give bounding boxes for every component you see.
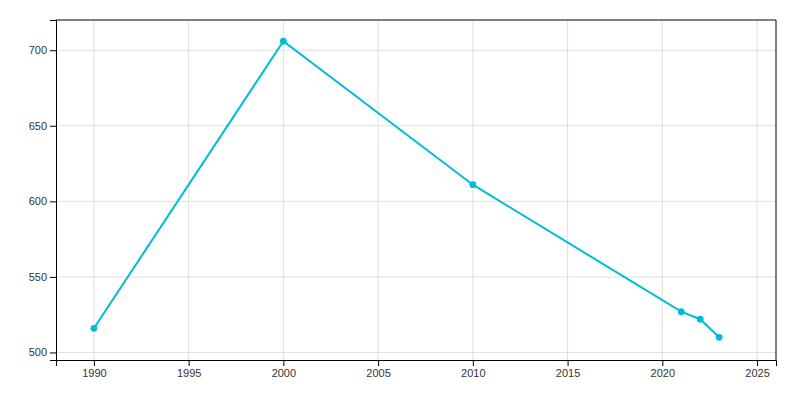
grid-line-x — [757, 20, 758, 360]
marker — [716, 334, 723, 341]
y-tick: 650 — [29, 120, 56, 132]
y-tick-label: 600 — [29, 195, 47, 207]
grid — [56, 20, 776, 360]
x-tick: 2025 — [745, 360, 769, 379]
y-tick: 500 — [29, 346, 56, 358]
grid-line-x — [662, 20, 663, 360]
y-tick-label: 500 — [29, 346, 47, 358]
marker — [678, 308, 685, 315]
x-tick-mark — [662, 360, 663, 366]
grid-line-y — [56, 125, 776, 126]
x-tick: 2015 — [556, 360, 580, 379]
chart-svg: 1990 1995 2000 2005 2010 2015 2020 2025 500 550 60… — [0, 0, 800, 400]
grid-line-x — [567, 20, 568, 360]
grid-line-x — [472, 20, 473, 360]
x-tick-label: 2010 — [461, 367, 485, 379]
marks — [91, 38, 723, 341]
grid-line-x — [188, 20, 189, 360]
frame-right — [776, 20, 777, 360]
marker — [91, 325, 98, 332]
x-axis: 1990 1995 2000 2005 2010 2015 2020 2025 — [57, 360, 777, 379]
x-tick: 1990 — [82, 360, 106, 379]
x-tick-label: 1995 — [177, 367, 201, 379]
x-axis-line — [57, 361, 777, 367]
marker — [280, 38, 287, 45]
y-tick-label: 700 — [29, 44, 47, 56]
grid-line-y — [56, 352, 776, 353]
x-tick-mark — [473, 360, 474, 366]
x-tick-mark — [568, 360, 569, 366]
grid-line-x — [93, 20, 94, 360]
grid-line-x — [378, 20, 379, 360]
x-tick: 2000 — [272, 360, 296, 379]
marker — [469, 181, 476, 188]
grid-line-y — [56, 201, 776, 202]
x-tick-mark — [283, 360, 284, 366]
x-tick: 2005 — [366, 360, 390, 379]
y-tick-mark — [50, 201, 56, 202]
y-tick-label: 550 — [29, 271, 47, 283]
y-tick-mark — [50, 352, 56, 353]
grid-line-x — [283, 20, 284, 360]
x-tick-label: 2025 — [745, 367, 769, 379]
chart-container: 1990 1995 2000 2005 2010 2015 2020 2025 500 550 60… — [0, 0, 800, 400]
x-tick-label: 1990 — [82, 367, 106, 379]
x-tick: 2010 — [461, 360, 485, 379]
x-tick-mark — [378, 360, 379, 366]
x-tick-mark — [757, 360, 758, 366]
grid-line-y — [56, 276, 776, 277]
y-tick-mark — [50, 50, 56, 51]
x-tick-label: 2000 — [272, 367, 296, 379]
x-tick-mark — [94, 360, 95, 366]
y-tick-mark — [50, 126, 56, 127]
x-tick-mark — [189, 360, 190, 366]
marker — [697, 316, 704, 323]
plot-area: 1990 1995 2000 2005 2010 2015 2020 2025 500 550 60… — [29, 20, 777, 379]
y-axis: 500 550 600 650 700 — [29, 21, 57, 361]
line — [94, 41, 719, 337]
y-axis-line — [50, 21, 57, 361]
y-tick-label: 650 — [29, 120, 47, 132]
y-tick: 550 — [29, 271, 56, 283]
y-tick: 600 — [29, 195, 56, 207]
x-tick-label: 2005 — [366, 367, 390, 379]
x-tick: 2020 — [651, 360, 675, 379]
y-tick-mark — [50, 277, 56, 278]
y-tick: 700 — [29, 44, 56, 56]
frame-top — [56, 20, 776, 21]
grid-line-y — [56, 50, 776, 51]
x-tick-label: 2015 — [556, 367, 580, 379]
x-tick: 1995 — [177, 360, 201, 379]
x-tick-label: 2020 — [651, 367, 675, 379]
